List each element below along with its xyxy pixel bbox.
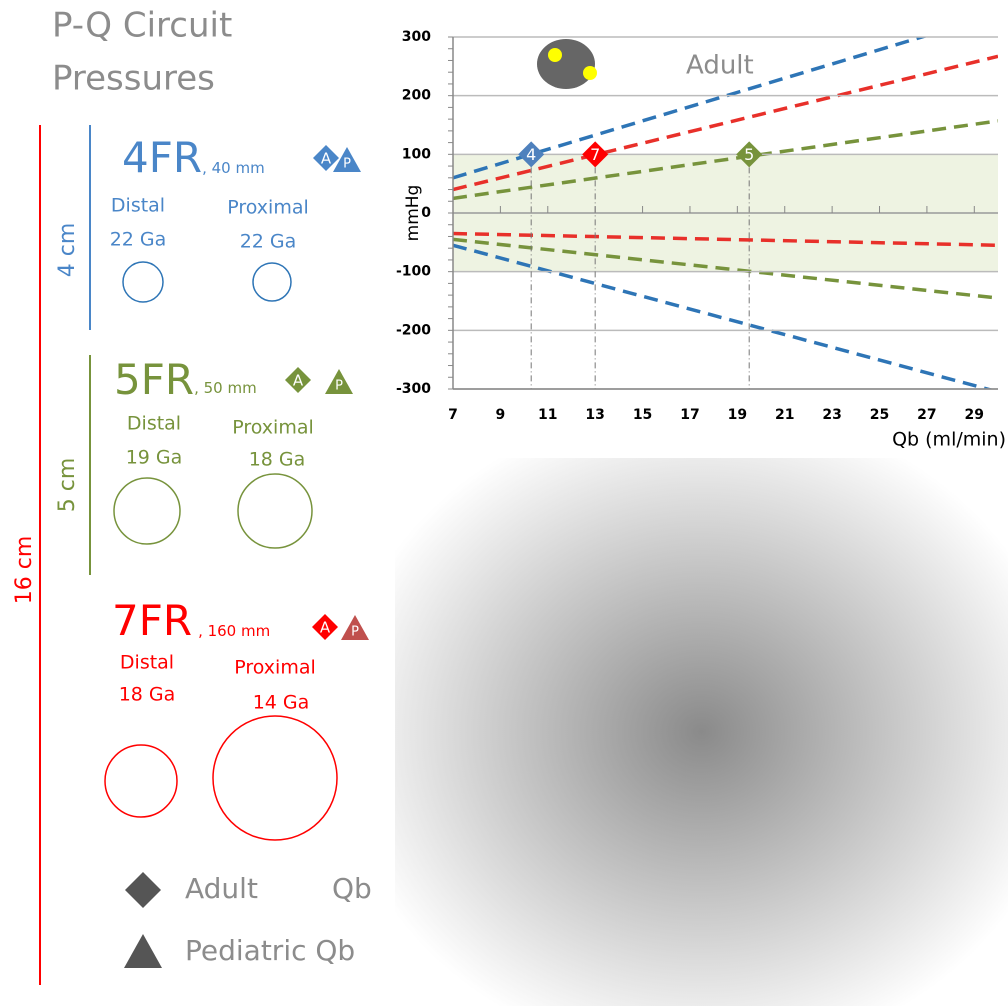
lumen <box>114 478 180 544</box>
x-axis-label: Qb (ml/min) <box>892 429 1006 451</box>
distal-gauge: 19 Ga <box>126 447 183 469</box>
badge-text: A <box>321 150 332 168</box>
legend-triangle <box>124 934 162 968</box>
title-line: P-Q Circuit <box>52 6 232 46</box>
x-tick-label: 7 <box>448 407 458 423</box>
size: 7FR <box>112 596 192 645</box>
badge-text: P <box>351 625 359 640</box>
x-tick-label: 13 <box>585 407 604 423</box>
lumen <box>123 262 163 302</box>
distal-gauge: 22 Ga <box>110 229 167 251</box>
x-tick-label: 11 <box>538 407 557 423</box>
icon <box>537 39 595 89</box>
icon-dot <box>548 48 562 62</box>
length: , 160 mm <box>198 622 270 640</box>
lumen <box>105 745 177 817</box>
marker-label: 5 <box>744 145 754 164</box>
title-line: Pressures <box>52 59 215 99</box>
badge-text: P <box>335 379 343 394</box>
x-tick-label: 19 <box>728 407 747 423</box>
distal-label: Distal <box>111 195 165 217</box>
legend-text: Pediatric Qb <box>185 934 355 967</box>
x-tick-label: 15 <box>633 407 652 423</box>
annotation: Adult <box>686 51 754 81</box>
catheter-size: 4FR, 40 mm <box>122 133 265 182</box>
proximal-label: Proximal <box>234 657 316 679</box>
x-tick-label: 17 <box>680 407 699 423</box>
y-tick-label: 200 <box>402 88 431 104</box>
legend-diamond <box>125 872 161 908</box>
legend-text: Qb <box>332 872 372 905</box>
x-tick-label: 27 <box>917 407 936 423</box>
marker-label: 4 <box>526 145 536 164</box>
y-tick-label: 300 <box>402 29 431 45</box>
x-tick-label: 25 <box>870 407 889 423</box>
y-axis-label: mmHg <box>403 185 423 242</box>
proximal-label: Proximal <box>232 417 314 439</box>
x-tick-label: 29 <box>965 407 984 423</box>
lumen <box>238 474 312 548</box>
lumen <box>253 263 291 301</box>
proximal-gauge: 18 Ga <box>249 449 306 471</box>
x-tick-label: 21 <box>775 407 794 423</box>
badge-text: A <box>320 619 331 637</box>
distal-label: Distal <box>120 652 174 674</box>
lumen <box>213 716 337 840</box>
catheter-size: 5FR, 50 mm <box>114 355 257 404</box>
section-label: 5 cm <box>55 458 80 513</box>
x-tick-label: 9 <box>496 407 506 423</box>
page: P-Q Circuit Pressures 16 cm 4 cm 4FR, 40… <box>0 0 1008 1006</box>
x-tick-label: 23 <box>822 407 841 423</box>
length: , 50 mm <box>194 379 257 397</box>
legend-text: Adult <box>185 872 258 905</box>
y-tick-label: -200 <box>396 322 431 338</box>
badge-text: A <box>293 372 304 390</box>
marker-label: 7 <box>590 145 600 164</box>
proximal-label: Proximal <box>227 197 309 219</box>
gradient-panel <box>395 458 1008 1006</box>
infographic: P-Q Circuit Pressures 16 cm 4 cm 4FR, 40… <box>0 0 1008 1006</box>
y-tick-label: -300 <box>396 381 431 397</box>
proximal-gauge: 14 Ga <box>253 692 310 714</box>
distal-label: Distal <box>127 413 181 435</box>
distal-gauge: 18 Ga <box>119 684 176 706</box>
y-tick-label: 100 <box>402 146 431 162</box>
length-label: 16 cm <box>12 536 37 605</box>
icon-dot <box>583 66 597 80</box>
catheter-size: 7FR , 160 mm <box>112 596 270 645</box>
y-tick-label: -100 <box>396 264 431 280</box>
proximal-gauge: 22 Ga <box>240 231 297 253</box>
size: 4FR <box>122 133 202 182</box>
section-label: 4 cm <box>55 223 80 278</box>
size: 5FR <box>114 355 194 404</box>
length: , 40 mm <box>202 159 265 177</box>
badge-text: P <box>343 157 351 172</box>
